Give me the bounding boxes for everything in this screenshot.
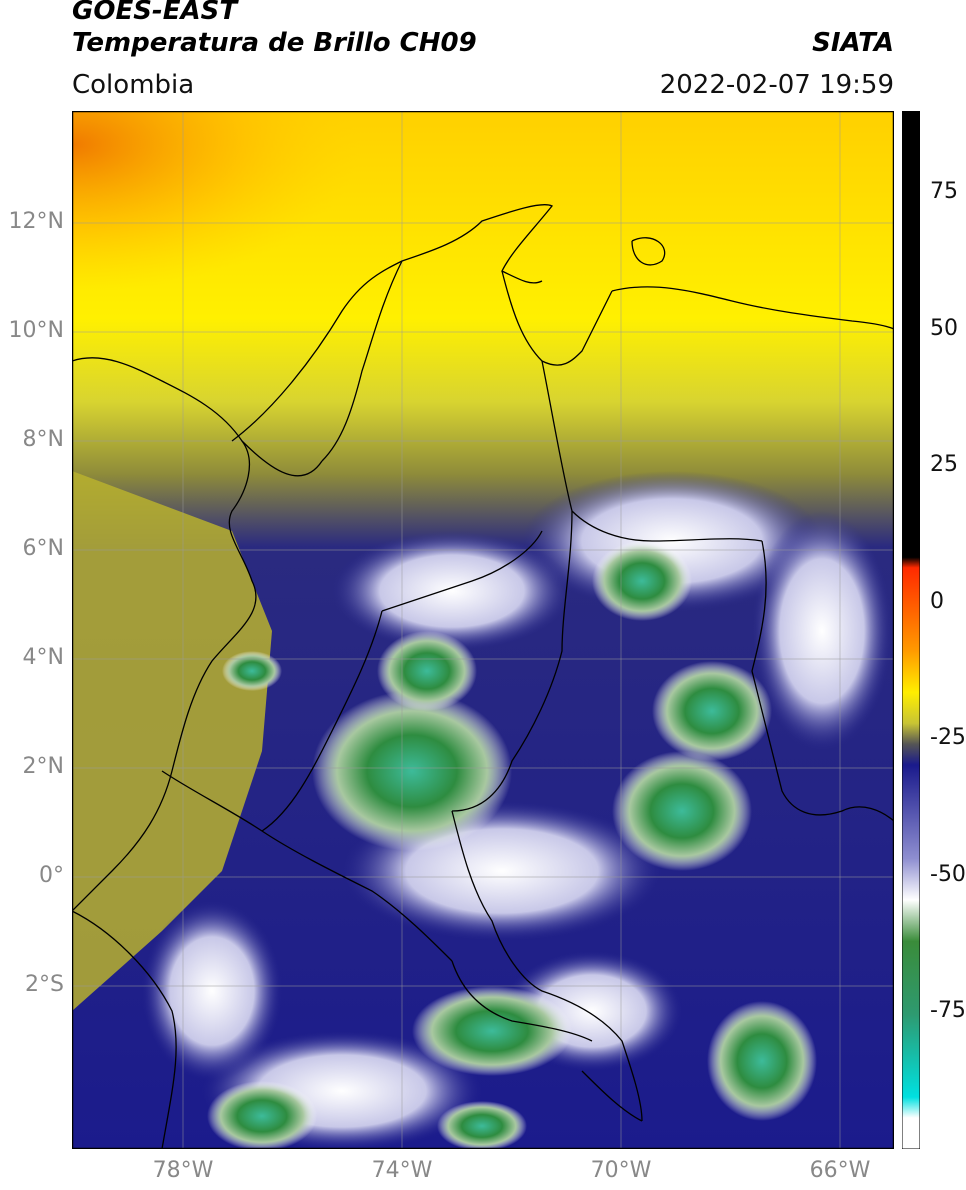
border-line [72,910,177,1149]
timestamp-label: 2022-02-07 19:59 [659,70,894,100]
colorbar [902,111,920,1149]
colorbar-tick-label: 0 [930,588,944,614]
colorbar-tick-label: -75 [930,998,966,1024]
border-line [261,610,383,832]
cold-cloud-region [142,901,282,1081]
coastlines-and-borders [72,204,894,1149]
brightness-temperature-map [72,111,894,1149]
product-title: Temperatura de Brillo CH09 [72,28,477,58]
border-line [72,357,257,912]
yellow-west-region [72,471,272,1011]
border-line [231,204,554,442]
cold-cloud-region [332,531,572,651]
border-line [161,770,453,962]
convective-cell [707,1001,817,1121]
border-line [451,810,643,1122]
colorbar-tick-label: -25 [930,725,966,751]
graticule [72,111,894,1149]
latitude-label: 2°N [22,754,64,779]
colorbar-fill [902,111,920,1149]
longitude-label: 70°W [590,1158,652,1183]
border-line [751,540,894,822]
map-frame [72,111,894,1149]
colorbar-tick-label: 25 [930,452,958,478]
convective-cell [437,1101,527,1149]
longitude-label: 78°W [152,1158,214,1183]
border-line [611,286,894,330]
border-line [451,960,593,1042]
colorbar-tick-label: 50 [930,315,958,341]
convective-cell [652,661,772,761]
border-line [381,530,543,612]
longitude-label: 74°W [371,1158,433,1183]
convective-cells [142,471,892,1149]
latitude-label: 8°N [22,427,64,452]
latitude-label: 0° [39,863,64,888]
convective-cell [377,631,477,711]
convective-cell [312,691,512,851]
satellite-title: GOES-EAST [72,0,238,26]
border-line [631,237,666,266]
longitude-label: 66°W [809,1158,871,1183]
convective-cell [222,651,282,691]
colorbar-tick-label: 75 [930,178,958,204]
colorbar-tick-label: -50 [930,861,966,887]
border-line [321,260,403,462]
latitude-label: 2°S [25,972,64,997]
convective-cell [592,541,692,621]
latitude-label: 6°N [22,536,64,561]
warm-region [72,111,894,531]
latitude-label: 10°N [8,318,64,343]
convective-cell [207,1081,317,1149]
convective-cell [612,751,752,871]
source-label: SIATA [812,28,894,58]
border-line [451,510,573,812]
region-label: Colombia [72,70,195,100]
border-line [501,270,613,366]
latitude-label: 12°N [8,209,64,234]
cold-cloud-region [752,511,892,751]
border-line [241,440,323,477]
latitude-label: 4°N [22,645,64,670]
convective-cell [412,986,572,1076]
border-line [581,1070,643,1122]
border-line [541,360,763,542]
